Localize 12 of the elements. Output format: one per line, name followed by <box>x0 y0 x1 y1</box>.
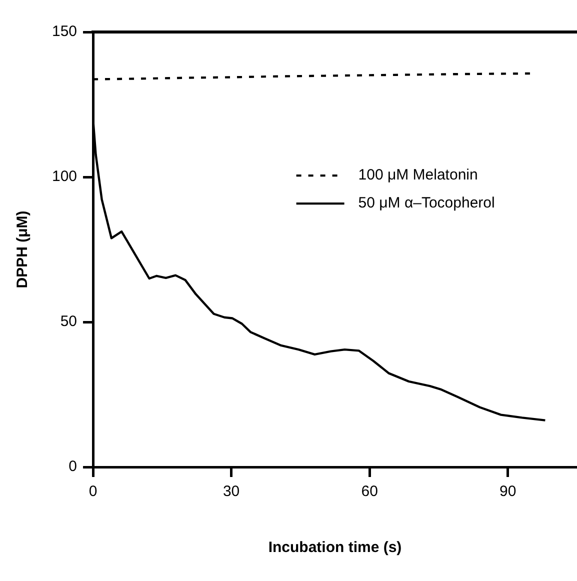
y-axis-title: DPPH (μM) <box>14 210 32 288</box>
y-tick-label: 50 <box>60 313 78 330</box>
x-tick-label: 30 <box>222 483 240 500</box>
x-tick-label: 90 <box>500 483 516 500</box>
x-tick-label: 0 <box>88 483 98 500</box>
legend-label: 50 μM α–Tocopherol <box>358 194 495 212</box>
x-axis-title: Incubation time (s) <box>268 539 402 556</box>
y-tick-label: 150 <box>52 23 78 40</box>
y-tick-label: 0 <box>68 458 78 476</box>
x-tick-label: 60 <box>361 483 378 500</box>
legend-label: 100 μM Melatonin <box>358 166 478 184</box>
y-tick-label: 100 <box>52 168 78 186</box>
